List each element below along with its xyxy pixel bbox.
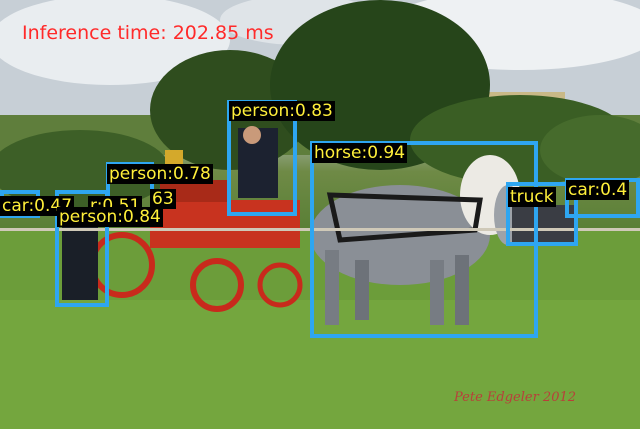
label-63-overlap: 63 <box>150 189 176 209</box>
detection-box-horse <box>310 141 538 338</box>
photo-credit-watermark: Pete Edgeler 2012 <box>454 390 577 405</box>
label-person-left: person:0.84 <box>57 207 163 227</box>
label-person-2: person:0.78 <box>107 164 213 184</box>
inference-time-label: Inference time: 202.85 ms <box>22 22 274 44</box>
label-car-right: car:0.4 <box>566 180 630 200</box>
label-truck: truck <box>508 187 556 207</box>
label-person-driver: person:0.83 <box>229 101 335 121</box>
detection-box-person-left <box>55 190 109 307</box>
label-horse: horse:0.94 <box>312 143 408 163</box>
label-car-left: car:0.47 <box>0 196 75 216</box>
